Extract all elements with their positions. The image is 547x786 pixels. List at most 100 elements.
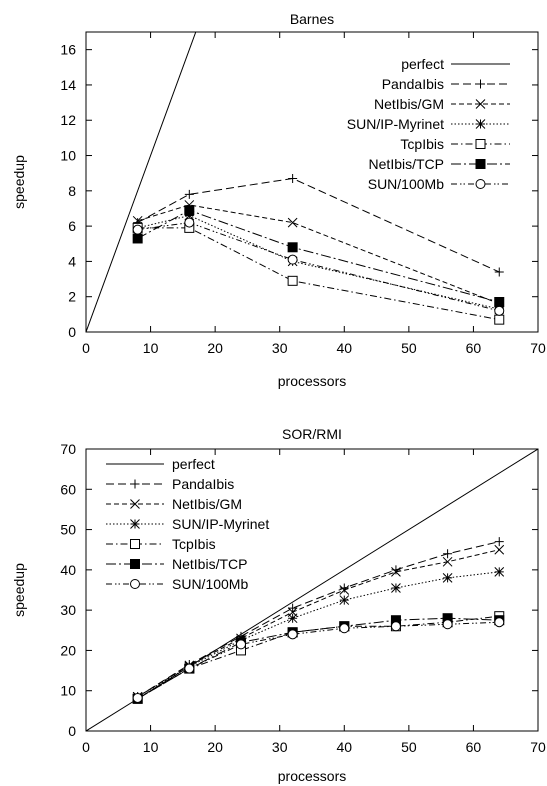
legend-label: TcpIbis (172, 536, 216, 552)
cross-marker (339, 585, 350, 595)
plot-frame (85, 31, 539, 333)
series-SUN/100Mb (132, 617, 505, 703)
square-open-marker (494, 314, 505, 325)
legend-label: NetIbis/GM (374, 96, 444, 112)
star-marker (442, 573, 453, 583)
y-tick-label: 0 (68, 324, 76, 340)
square-filled-marker (287, 242, 298, 253)
x-tick-label: 60 (466, 340, 482, 356)
x-tick-label: 40 (336, 340, 352, 356)
x-axis-label: processors (278, 768, 346, 784)
square-open-marker (287, 275, 298, 286)
circle-open-marker (390, 621, 401, 632)
y-tick-label: 0 (68, 723, 76, 739)
plus-marker (494, 267, 504, 277)
circle-open-marker (442, 619, 453, 630)
star-marker (391, 583, 401, 593)
chart-title: SOR/RMI (282, 426, 342, 442)
star-marker (184, 210, 195, 221)
square-open-marker (130, 539, 140, 549)
x-tick-label: 0 (82, 340, 90, 356)
square-filled-marker (494, 297, 505, 307)
circle-open-marker (130, 579, 140, 589)
cross-marker (391, 567, 401, 577)
series-line (137, 204, 500, 305)
cross-marker (287, 217, 298, 228)
chart-title: Barnes (290, 11, 334, 27)
x-tick-label: 10 (143, 739, 159, 755)
y-tick-label: 8 (68, 183, 76, 199)
square-filled-marker (130, 559, 140, 569)
x-axis-label: processors (278, 373, 346, 389)
series-line (137, 215, 500, 310)
y-tick-label: 10 (60, 148, 76, 164)
plus-marker (494, 537, 504, 547)
legend-label: perfect (172, 456, 215, 472)
x-tick-label: 70 (530, 340, 546, 356)
y-tick-label: 50 (60, 522, 76, 538)
series-line (137, 621, 500, 699)
x-tick-label: 70 (530, 739, 546, 755)
chart-0: Barnes 0 10 20 30 40 50 60 70 0 2 4 6 8 10 12 14 16 proces… (11, 11, 546, 389)
y-tick-label: 12 (60, 112, 76, 128)
square-filled-marker (184, 205, 195, 216)
x-tick-label: 0 (82, 739, 90, 755)
legend-label: NetIbis/GM (172, 496, 242, 512)
star-marker (287, 613, 298, 624)
plus-marker (476, 79, 485, 89)
plus-marker (184, 189, 194, 199)
plus-marker (391, 565, 401, 575)
square-filled-marker (132, 233, 143, 244)
y-axis-label: speedup (11, 563, 27, 617)
series-line (137, 222, 500, 312)
circle-open-marker (339, 623, 350, 634)
circle-open-marker (132, 692, 143, 703)
series-NetIbis/TCP (132, 205, 505, 307)
x-tick-label: 20 (207, 739, 223, 755)
x-tick-label: 40 (336, 739, 352, 755)
x-tick-label: 60 (466, 739, 482, 755)
y-tick-label: 16 (60, 42, 76, 58)
cross-marker (494, 544, 505, 555)
star-marker (339, 595, 350, 605)
series-SUN/100Mb (132, 217, 505, 316)
plus-marker (339, 583, 349, 593)
star-marker (475, 119, 486, 129)
circle-open-marker (494, 617, 505, 628)
square-open-marker (475, 139, 486, 149)
series-PandaIbis (133, 173, 504, 277)
legend-label: perfect (401, 56, 444, 72)
cross-marker (475, 99, 486, 109)
circle-open-marker (287, 254, 298, 265)
x-tick-label: 20 (207, 340, 223, 356)
legend-label: TcpIbis (400, 136, 444, 152)
plot-frame (85, 448, 539, 732)
y-tick-label: 70 (60, 441, 76, 457)
legend-label: SUN/IP-Myrinet (172, 516, 269, 532)
circle-open-marker (184, 217, 195, 228)
circle-open-marker (475, 179, 486, 189)
x-tick-label: 50 (401, 340, 417, 356)
series-line (137, 615, 500, 700)
series-line (137, 177, 500, 273)
plus-marker (130, 479, 140, 489)
legend-label: PandaIbis (172, 476, 234, 492)
plus-marker (443, 549, 453, 559)
circle-open-marker (287, 629, 298, 640)
y-tick-label: 6 (68, 218, 76, 234)
series-line (137, 227, 500, 321)
x-tick-label: 30 (272, 340, 288, 356)
circle-open-marker (132, 224, 143, 235)
y-tick-label: 20 (60, 642, 76, 658)
x-tick-label: 10 (143, 340, 159, 356)
y-axis-label: speedup (11, 155, 27, 209)
cross-marker (130, 499, 140, 509)
square-filled-marker (475, 159, 486, 169)
series-TcpIbis (132, 222, 505, 325)
series-line (137, 617, 500, 700)
series-line (86, 32, 197, 332)
legend: perfect PandaIbis NetIbis/GM SUN/IP-Myrinet… (347, 56, 510, 192)
series-line (137, 571, 500, 698)
series-line (137, 209, 500, 303)
